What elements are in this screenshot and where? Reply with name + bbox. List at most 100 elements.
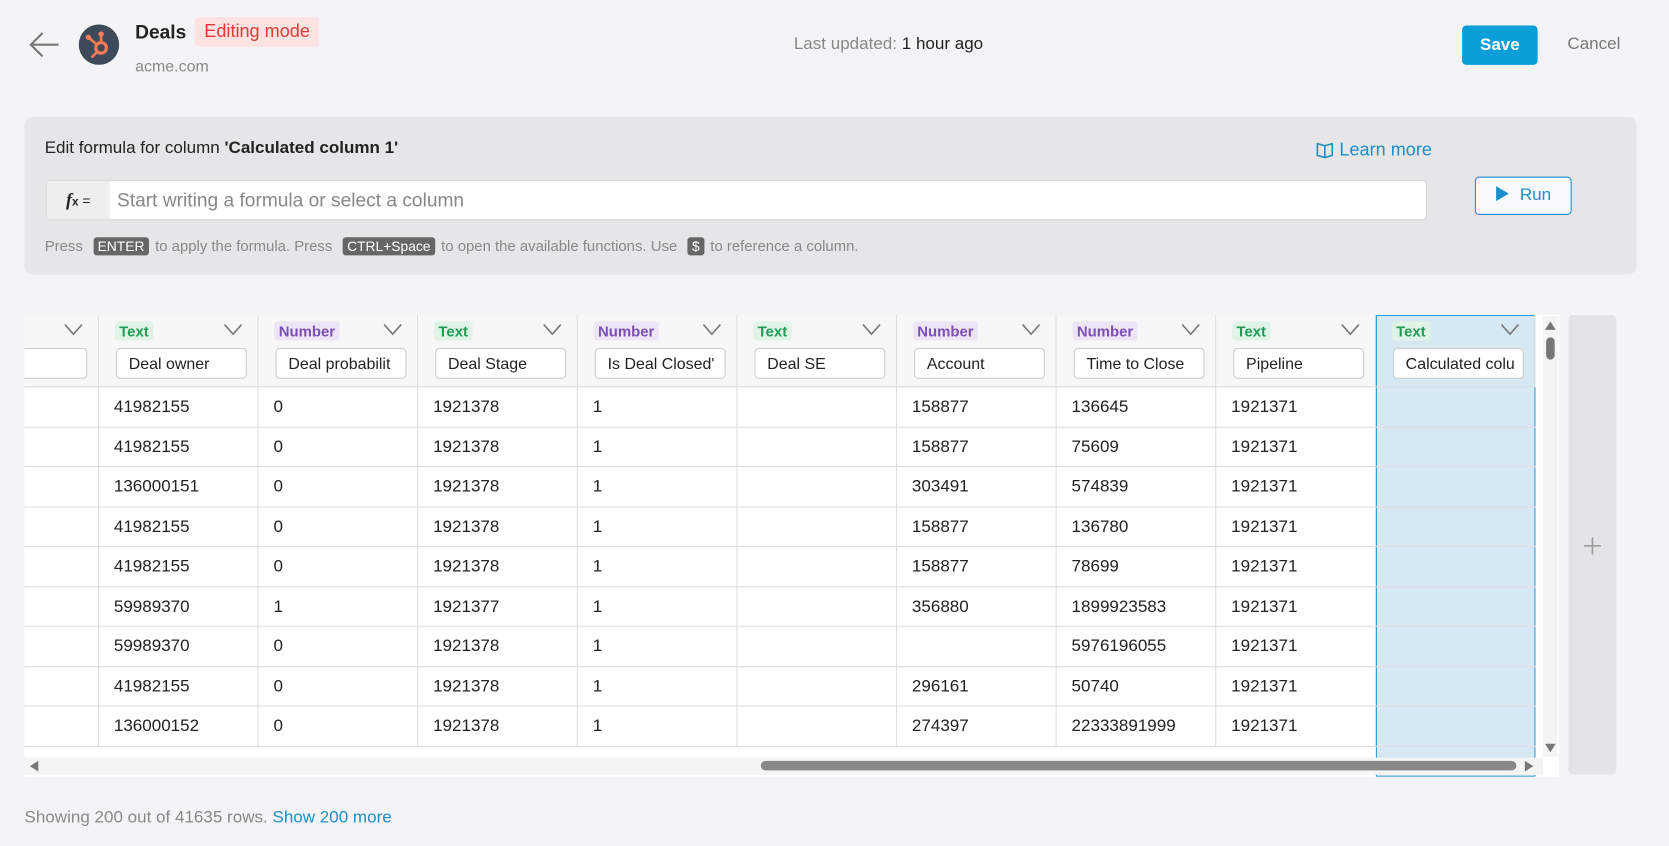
column-name-input[interactable]: Deal owner	[115, 347, 247, 379]
column-menu[interactable]	[702, 322, 721, 337]
column-menu[interactable]	[1022, 322, 1041, 337]
column-name-input[interactable]: Pipeline	[1233, 347, 1365, 379]
column-menu[interactable]	[543, 322, 562, 337]
table-cell	[737, 586, 898, 627]
h-scrollbar[interactable]	[24, 757, 1543, 775]
table-cell: 59989370	[98, 626, 259, 667]
table-cell: 1	[577, 387, 738, 428]
table-cell: 1921377	[418, 586, 578, 627]
table-cell	[897, 626, 1057, 667]
column-name-input[interactable]: Deal SE	[754, 347, 886, 379]
prefix: Edit formula for column	[44, 139, 220, 158]
fx-prefix: fx =	[46, 180, 110, 220]
table-cell	[24, 626, 99, 667]
title: Deals	[135, 21, 187, 43]
selected-column	[1375, 314, 1536, 777]
show-more[interactable]: Show 200 more	[272, 808, 392, 827]
table-cell: 136000151	[98, 467, 259, 508]
chevron	[862, 324, 881, 336]
column-menu[interactable]	[1500, 322, 1520, 337]
table-cell	[1375, 587, 1536, 627]
table-cell: 1921371	[1216, 507, 1376, 547]
key: ENTER	[93, 237, 149, 256]
table-cell: 1	[577, 427, 738, 468]
table-cell	[1375, 427, 1536, 468]
h-scroll-parts	[29, 760, 1534, 772]
table-cell: 1921378	[418, 467, 578, 508]
table-cell: 1921378	[418, 706, 578, 747]
table-cell: 136000152	[98, 706, 259, 747]
table-cell: 41982155	[98, 666, 259, 707]
table-cell: 1921378	[418, 387, 578, 428]
table-cell	[24, 666, 99, 707]
table-cell: 1921371	[1216, 467, 1376, 508]
chevron	[383, 324, 402, 336]
table-cell	[1375, 507, 1536, 547]
column-name-input[interactable]: Time to Close	[1073, 347, 1205, 379]
column-menu[interactable]	[1181, 322, 1200, 337]
mode-badge: Editing mode	[194, 17, 320, 47]
table-cell: 296161	[897, 666, 1057, 707]
table-cell: 5976196055	[1056, 626, 1217, 667]
column-menu[interactable]	[383, 322, 402, 337]
column-name-input[interactable]: Is Deal Closed'	[594, 347, 726, 379]
column-menu[interactable]	[223, 322, 243, 337]
table-cell: 136645	[1056, 387, 1217, 428]
column-name-input[interactable]: Calculated colu	[1392, 347, 1524, 379]
data-table: close Text Deal owner Number Deal probabilit…	[24, 314, 1559, 777]
type-badge: Text	[114, 321, 153, 341]
add-column[interactable]	[1568, 314, 1617, 775]
plus-icon	[1583, 537, 1601, 555]
table-cell: 0	[258, 467, 419, 508]
type-badge: Text	[434, 321, 473, 341]
value: 1 hour ago	[901, 35, 984, 54]
table-cell: 0	[258, 387, 419, 428]
learn-more[interactable]: Learn more	[1315, 139, 1432, 160]
column-name-input[interactable]: Deal probabilit	[275, 347, 407, 379]
table-cell: 1	[577, 507, 738, 547]
table-cell	[737, 467, 898, 508]
table-cell: 158877	[897, 427, 1057, 468]
column-menu[interactable]	[64, 322, 83, 337]
table-cell	[737, 626, 898, 667]
type-badge: Text	[1391, 321, 1430, 341]
table-cell: 1921371	[1216, 666, 1376, 707]
table-cell: 78699	[1056, 546, 1217, 587]
table-cell	[1375, 627, 1536, 667]
formula-input[interactable]: fx = Start writing a formula or select a…	[45, 179, 1427, 221]
column-name-input[interactable]: Deal Stage	[435, 347, 567, 379]
save-button[interactable]: Save	[1462, 25, 1538, 65]
table-cell: 158877	[897, 387, 1057, 428]
column-name: 'Calculated column 1'	[224, 139, 399, 158]
chevron	[1022, 324, 1041, 336]
key: $	[687, 237, 704, 256]
table-cell: 1	[577, 666, 738, 707]
column-menu[interactable]	[862, 322, 881, 337]
hint-text: to apply the formula. Press	[155, 237, 333, 255]
column-menu[interactable]	[1341, 322, 1360, 337]
table-cell: 1899923583	[1056, 586, 1217, 627]
table-cell: 41982155	[98, 427, 259, 468]
table-cell: 1921371	[1216, 427, 1376, 468]
column-name-input[interactable]: Account	[914, 347, 1045, 379]
type-badge: Text	[1232, 321, 1271, 341]
column-name-input[interactable]: close	[24, 347, 88, 379]
table-cell: 136780	[1056, 507, 1217, 547]
run-button[interactable]: Run	[1474, 176, 1572, 215]
chevron	[1181, 324, 1200, 336]
table-cell	[24, 387, 99, 428]
table-cell	[1375, 547, 1536, 587]
v-scrollbar[interactable]	[1542, 316, 1558, 757]
hint-text: to reference a column.	[710, 237, 859, 255]
table-cell: 0	[258, 507, 419, 547]
formula-heading: Edit formula for column 'Calculated colu…	[45, 139, 398, 158]
run-text: Run	[1519, 186, 1552, 205]
table-cell	[737, 387, 898, 428]
table-cell: 1921378	[418, 427, 578, 468]
back-arrow[interactable]	[28, 30, 62, 60]
chevron	[223, 324, 243, 336]
table-cell: 1921371	[1216, 586, 1376, 627]
cancel-button[interactable]: Cancel	[1567, 35, 1621, 54]
fx-label: =	[82, 192, 91, 209]
table-cell: 1	[577, 626, 738, 667]
